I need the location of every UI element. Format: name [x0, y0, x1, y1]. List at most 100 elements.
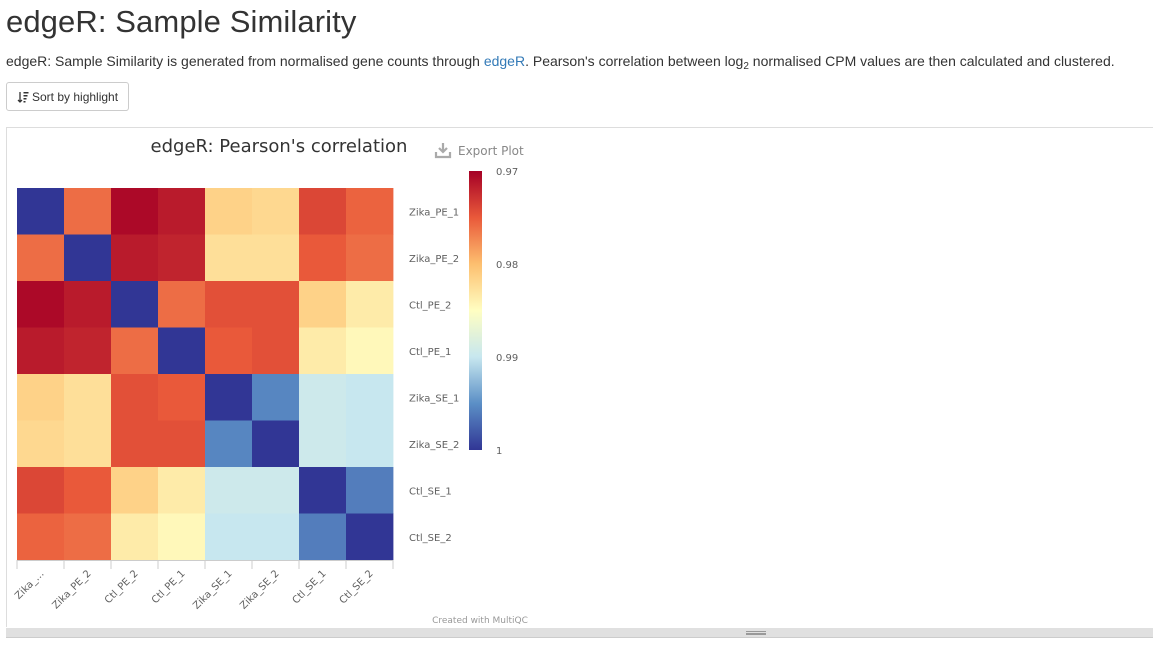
- heatmap-cell-Ctl_SE_1-Zika_PE_2[interactable]: [64, 467, 112, 514]
- colorbar-tick-label: 1: [496, 446, 502, 457]
- heatmap-cell-Ctl_PE_1-Ctl_PE_2[interactable]: [111, 327, 159, 375]
- heatmap-cell-Zika_SE_1-Ctl_SE_1[interactable]: [299, 374, 347, 421]
- heatmap-cell-Ctl_SE_2-Zika_…[interactable]: [17, 513, 65, 561]
- resize-grip-icon: [746, 631, 766, 635]
- heatmap-cell-Zika_PE_2-Ctl_PE_1[interactable]: [158, 234, 206, 282]
- heatmap-cell-Ctl_SE_2-Ctl_SE_2[interactable]: [346, 513, 394, 561]
- colorbar-tick-label: 0.97: [496, 167, 518, 178]
- x-axis-label: Zika_SE_2: [238, 568, 281, 611]
- x-axis-label: Ctl_PE_2: [103, 568, 141, 606]
- heatmap-chart: edgeR: Pearson's correlation Export Plot…: [13, 136, 528, 626]
- heatmap-cell-Ctl_PE_1-Zika_PE_2[interactable]: [64, 327, 112, 375]
- download-icon: [434, 143, 452, 159]
- y-axis-label: Zika_SE_2: [409, 440, 459, 451]
- sort-by-highlight-button[interactable]: Sort by highlight: [6, 82, 129, 111]
- heatmap-cell-Zika_PE_1-Ctl_SE_2[interactable]: [346, 188, 394, 235]
- heatmap-cell-Ctl_SE_2-Ctl_SE_1[interactable]: [299, 513, 347, 561]
- heatmap-cell-Ctl_PE_1-Zika_SE_1[interactable]: [205, 327, 253, 375]
- heatmap-cell-Ctl_SE_1-Ctl_SE_2[interactable]: [346, 467, 394, 514]
- heatmap-cell-Zika_SE_2-Zika_SE_1[interactable]: [205, 420, 253, 468]
- x-axis-labels: Zika_… Zika_PE_2 Ctl_PE_2 Ctl_PE_1 Zika_SE_1…: [13, 560, 394, 612]
- heatmap-cell-Zika_SE_1-Zika_PE_2[interactable]: [64, 374, 112, 421]
- sort-by-highlight-label: Sort by highlight: [32, 89, 119, 104]
- heatmap-cell-Zika_PE_2-Ctl_PE_2[interactable]: [111, 234, 159, 282]
- sort-amount-icon: [17, 91, 29, 103]
- export-plot-button[interactable]: Export Plot: [434, 143, 524, 159]
- heatmap-cell-Ctl_PE_2-Zika_…[interactable]: [17, 281, 65, 328]
- heatmap-cell-Ctl_PE_2-Ctl_SE_2[interactable]: [346, 281, 394, 328]
- heatmap-cell-Ctl_SE_2-Zika_SE_1[interactable]: [205, 513, 253, 561]
- heatmap-cell-Zika_SE_2-Zika_PE_2[interactable]: [64, 420, 112, 468]
- y-axis-labels: Zika_PE_1 Zika_PE_2 Ctl_PE_2 Ctl_PE_1 Zika_S…: [409, 207, 459, 544]
- x-axis-label: Ctl_SE_1: [291, 568, 329, 606]
- multiqc-credit: Created with MultiQC: [432, 616, 528, 626]
- heatmap-cell-Zika_SE_1-Zika_SE_2[interactable]: [252, 374, 300, 421]
- heatmap-cell-Ctl_PE_2-Zika_SE_1[interactable]: [205, 281, 253, 328]
- edger-link[interactable]: edgeR: [483, 53, 526, 69]
- y-axis-label: Ctl_SE_2: [409, 533, 452, 544]
- page-description: edgeR: Sample Similarity is generated fr…: [6, 53, 1115, 72]
- heatmap-cell-Ctl_SE_1-Zika_SE_1[interactable]: [205, 467, 253, 514]
- heatmap-cell-Zika_SE_2-Ctl_PE_1[interactable]: [158, 420, 206, 468]
- heatmap-cell-Zika_PE_1-Ctl_PE_1[interactable]: [158, 188, 206, 235]
- heatmap-cells: [17, 188, 394, 561]
- plot-panel: edgeR: Pearson's correlation Export Plot…: [6, 127, 1153, 627]
- heatmap-cell-Ctl_PE_1-Ctl_PE_1[interactable]: [158, 327, 206, 375]
- colorbar-tick-label: 0.99: [496, 353, 518, 364]
- heatmap-cell-Ctl_SE_1-Zika_…[interactable]: [17, 467, 65, 514]
- heatmap-cell-Zika_PE_2-Zika_PE_2[interactable]: [64, 234, 112, 282]
- heatmap-cell-Zika_PE_1-Ctl_SE_1[interactable]: [299, 188, 347, 235]
- heatmap-cell-Ctl_SE_2-Zika_SE_2[interactable]: [252, 513, 300, 561]
- heatmap-cell-Zika_SE_2-Ctl_SE_2[interactable]: [346, 420, 394, 468]
- heatmap-cell-Zika_SE_2-Zika_…[interactable]: [17, 420, 65, 468]
- y-axis-label: Ctl_SE_1: [409, 486, 452, 497]
- heatmap-cell-Ctl_SE_1-Ctl_SE_1[interactable]: [299, 467, 347, 514]
- heatmap-cell-Zika_PE_1-Zika_SE_1[interactable]: [205, 188, 253, 235]
- x-axis-label: Zika_SE_1: [191, 568, 234, 611]
- heatmap-cell-Zika_SE_2-Zika_SE_2[interactable]: [252, 420, 300, 468]
- heatmap-cell-Zika_SE_1-Ctl_SE_2[interactable]: [346, 374, 394, 421]
- heatmap-cell-Zika_PE_2-Ctl_SE_1[interactable]: [299, 234, 347, 282]
- heatmap-cell-Ctl_PE_2-Zika_PE_2[interactable]: [64, 281, 112, 328]
- heatmap-cell-Ctl_PE_2-Ctl_PE_2[interactable]: [111, 281, 159, 328]
- heatmap-cell-Zika_PE_2-Zika_SE_1[interactable]: [205, 234, 253, 282]
- colorbar: [469, 171, 482, 450]
- heatmap-cell-Zika_PE_2-Zika_SE_2[interactable]: [252, 234, 300, 282]
- y-axis-label: Zika_SE_1: [409, 393, 459, 404]
- heatmap-cell-Ctl_PE_1-Zika_…[interactable]: [17, 327, 65, 375]
- heatmap-cell-Zika_PE_2-Ctl_SE_2[interactable]: [346, 234, 394, 282]
- heatmap-cell-Ctl_SE_1-Zika_SE_2[interactable]: [252, 467, 300, 514]
- x-axis-label: Zika_…: [13, 568, 46, 601]
- description-text-2: . Pearson's correlation between log: [525, 53, 744, 69]
- heatmap-cell-Ctl_SE_1-Ctl_PE_2[interactable]: [111, 467, 159, 514]
- heatmap-cell-Ctl_SE_2-Ctl_PE_2[interactable]: [111, 513, 159, 561]
- heatmap-cell-Zika_SE_2-Ctl_SE_1[interactable]: [299, 420, 347, 468]
- heatmap-cell-Ctl_PE_1-Ctl_SE_2[interactable]: [346, 327, 394, 375]
- heatmap-cell-Zika_PE_2-Zika_…[interactable]: [17, 234, 65, 282]
- x-axis-label: Ctl_PE_1: [150, 568, 188, 606]
- heatmap-cell-Ctl_SE_2-Ctl_PE_1[interactable]: [158, 513, 206, 561]
- heatmap-cell-Zika_SE_1-Ctl_PE_2[interactable]: [111, 374, 159, 421]
- heatmap-cell-Zika_SE_1-Zika_…[interactable]: [17, 374, 65, 421]
- heatmap-cell-Ctl_PE_2-Ctl_PE_1[interactable]: [158, 281, 206, 328]
- heatmap-cell-Zika_PE_1-Zika_PE_2[interactable]: [64, 188, 112, 235]
- description-subscript: 2: [743, 61, 749, 72]
- heatmap-cell-Ctl_SE_2-Zika_PE_2[interactable]: [64, 513, 112, 561]
- plot-resize-handle[interactable]: [6, 628, 1153, 638]
- heatmap-cell-Zika_PE_1-Ctl_PE_2[interactable]: [111, 188, 159, 235]
- heatmap-cell-Zika_SE_2-Ctl_PE_2[interactable]: [111, 420, 159, 468]
- page-title: edgeR: Sample Similarity: [6, 4, 357, 39]
- y-axis-label: Zika_PE_1: [409, 207, 459, 218]
- x-axis-label: Zika_PE_2: [50, 568, 93, 611]
- heatmap-cell-Zika_SE_1-Zika_SE_1[interactable]: [205, 374, 253, 421]
- heatmap-cell-Ctl_SE_1-Ctl_PE_1[interactable]: [158, 467, 206, 514]
- heatmap-cell-Zika_SE_1-Ctl_PE_1[interactable]: [158, 374, 206, 421]
- heatmap-cell-Zika_PE_1-Zika_SE_2[interactable]: [252, 188, 300, 235]
- heatmap-cell-Zika_PE_1-Zika_…[interactable]: [17, 188, 65, 235]
- colorbar-ticks: 0.97 0.98 0.99 1: [496, 167, 518, 457]
- heatmap-cell-Ctl_PE_2-Ctl_SE_1[interactable]: [299, 281, 347, 328]
- heatmap-cell-Ctl_PE_1-Zika_SE_2[interactable]: [252, 327, 300, 375]
- heatmap-cell-Ctl_PE_2-Zika_SE_2[interactable]: [252, 281, 300, 328]
- colorbar-tick-label: 0.98: [496, 260, 518, 271]
- heatmap-cell-Ctl_PE_1-Ctl_SE_1[interactable]: [299, 327, 347, 375]
